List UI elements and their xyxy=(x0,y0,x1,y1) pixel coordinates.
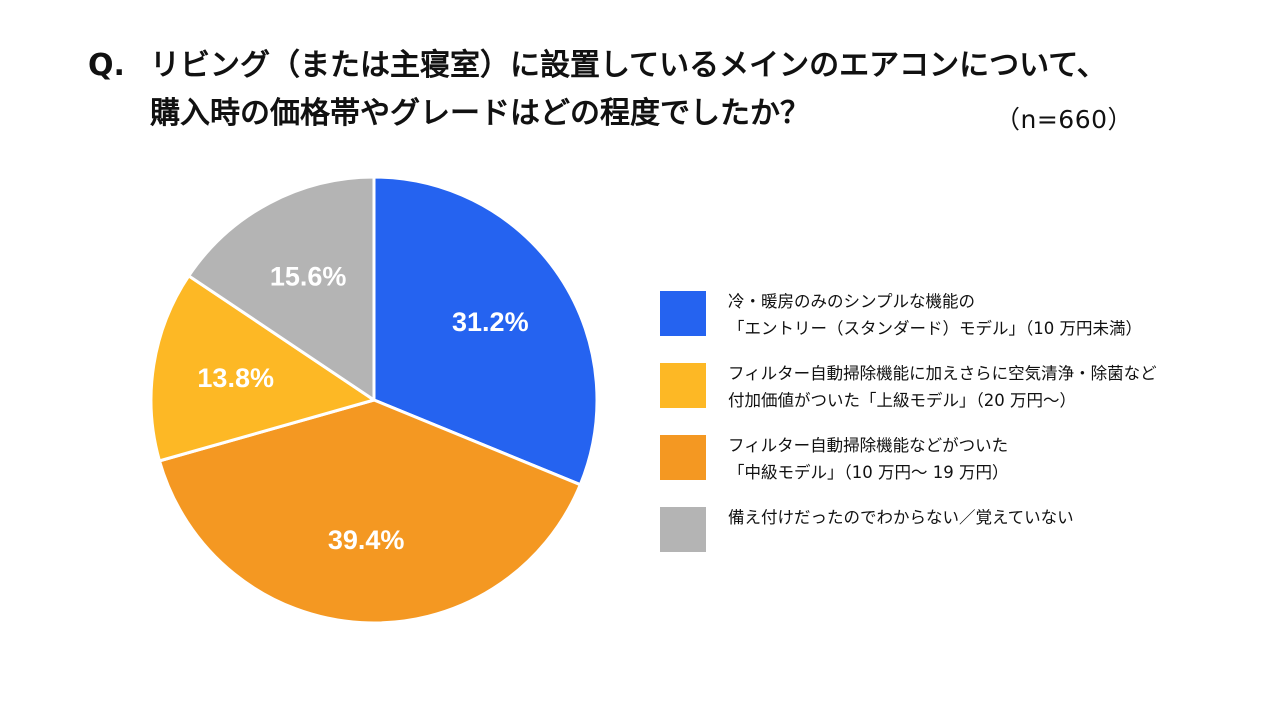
legend-swatch-middle xyxy=(660,435,706,480)
legend-label-unknown: 備え付けだったのでわからない／覚えていない xyxy=(728,504,1074,531)
legend-label-line-2: 「中級モデル」（10 万円〜 19 万円） xyxy=(728,463,1009,482)
pie-slice-entry xyxy=(372,175,599,487)
legend-label-line-1: 備え付けだったのでわからない／覚えていない xyxy=(728,508,1074,527)
legend-label-line-1: フィルター自動掃除機能などがついた xyxy=(728,436,1009,455)
title-line-1: Q. リビング（または主寝室）に設置しているメインのエアコンについて、 xyxy=(88,42,1107,90)
data-label-entry: 31.2% xyxy=(452,307,529,337)
legend-item-unknown: 備え付けだったのでわからない／覚えていない xyxy=(660,504,1270,554)
data-label-upper: 13.8% xyxy=(197,363,274,393)
legend-swatch-unknown xyxy=(660,507,706,552)
chart-title: Q. リビング（または主寝室）に設置しているメインのエアコンについて、 購入時の価… xyxy=(88,42,1107,138)
legend-swatch-upper xyxy=(660,363,706,408)
legend-label-line-1: 冷・暖房のみのシンプルな機能の xyxy=(728,292,976,311)
pie-slice-unknown xyxy=(187,175,376,402)
legend-swatch-entry xyxy=(660,291,706,336)
data-label-unknown: 15.6% xyxy=(270,262,347,292)
title-text-1: リビング（または主寝室）に設置しているメインのエアコンについて、 xyxy=(150,48,1107,83)
sample-size: （n=660） xyxy=(995,105,1134,134)
legend-label-line-1: フィルター自動掃除機能に加えさらに空気清浄・除菌など xyxy=(728,364,1157,383)
title-line-2: 購入時の価格帯やグレードはどの程度でしたか？ xyxy=(150,96,810,131)
legend-label-middle: フィルター自動掃除機能などがついた 「中級モデル」（10 万円〜 19 万円） xyxy=(728,432,1008,486)
legend-label-upper: フィルター自動掃除機能に加えさらに空気清浄・除菌など 付加価値がついた「上級モデル… xyxy=(728,360,1157,414)
legend-item-upper: フィルター自動掃除機能に加えさらに空気清浄・除菌など 付加価値がついた「上級モデル… xyxy=(660,360,1270,432)
question-prefix: Q. xyxy=(88,48,125,83)
legend-label-line-2: 「エントリー（スタンダード）モデル」（10 万円未満） xyxy=(728,319,1142,338)
legend: 冷・暖房のみのシンプルな機能の「エントリー（スタンダード）モデル」（10 万円未… xyxy=(660,288,1270,554)
legend-label-entry: 冷・暖房のみのシンプルな機能の「エントリー（スタンダード）モデル」（10 万円未… xyxy=(728,288,1142,342)
data-label-middle: 39.4% xyxy=(328,525,405,555)
legend-item-entry: 冷・暖房のみのシンプルな機能の「エントリー（スタンダード）モデル」（10 万円未… xyxy=(660,288,1270,360)
pie-slice-upper xyxy=(149,274,376,463)
legend-item-middle: フィルター自動掃除機能などがついた 「中級モデル」（10 万円〜 19 万円） xyxy=(660,432,1270,504)
pie-slice-middle xyxy=(157,398,582,625)
legend-label-line-2: 付加価値がついた「上級モデル」（20 万円〜） xyxy=(728,391,1076,410)
